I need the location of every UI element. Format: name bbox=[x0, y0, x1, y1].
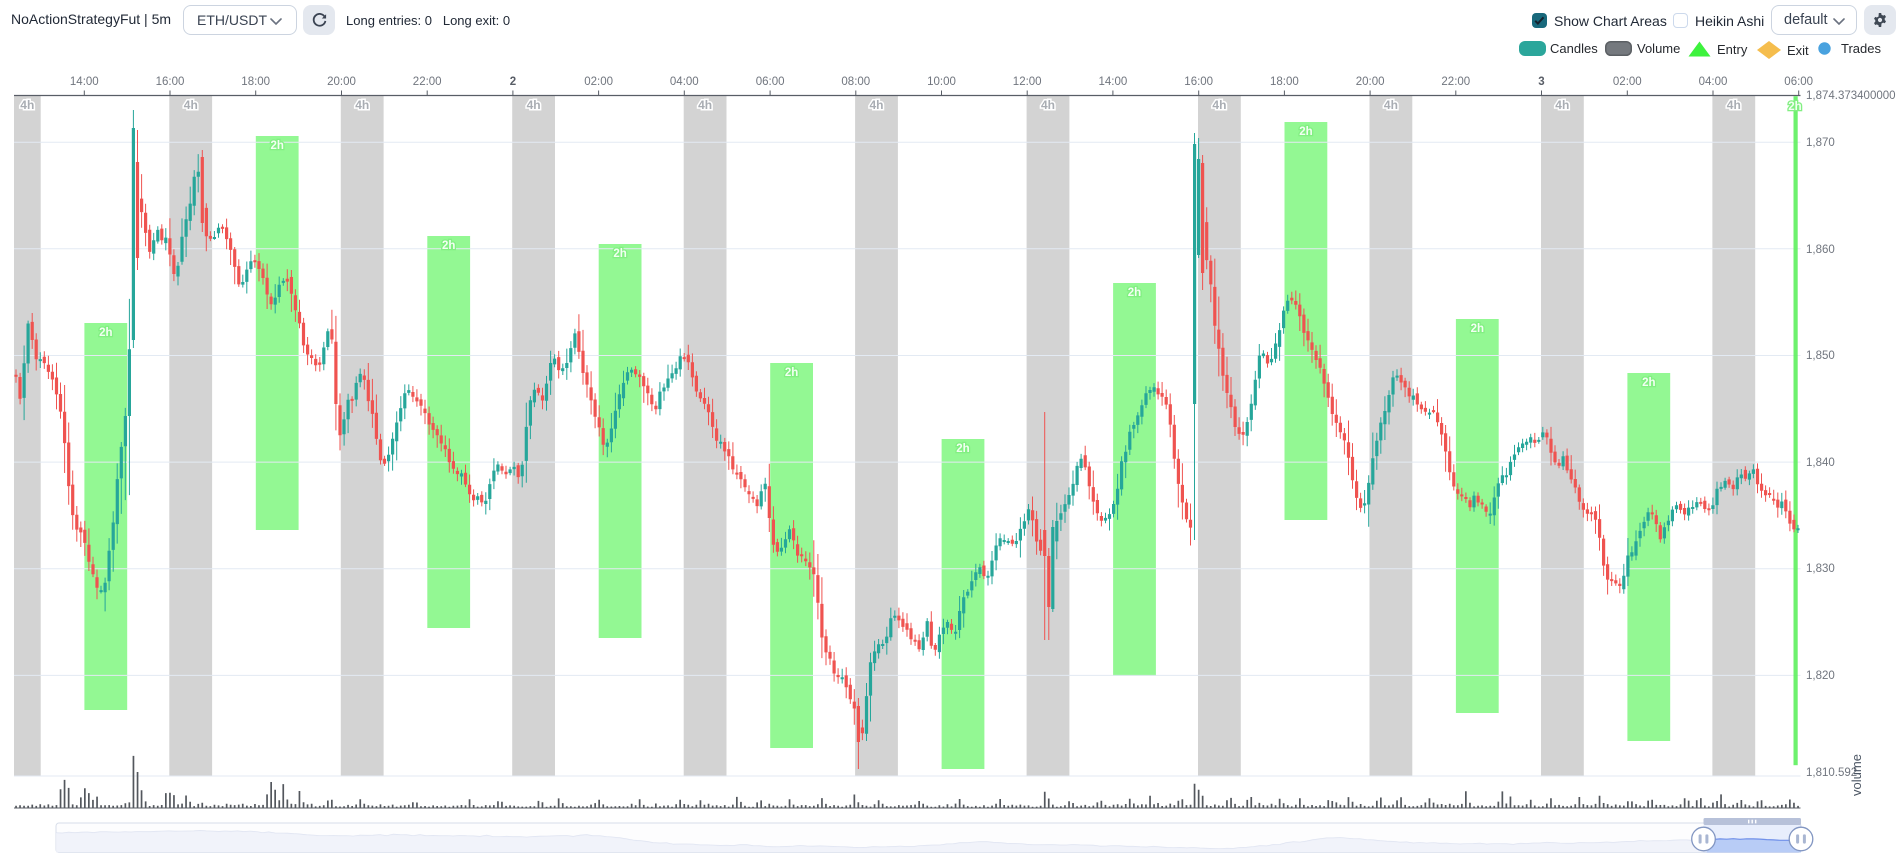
svg-text:4h: 4h bbox=[1727, 98, 1741, 112]
svg-text:4h: 4h bbox=[869, 98, 883, 112]
svg-text:4h: 4h bbox=[20, 98, 34, 112]
svg-text:20:00: 20:00 bbox=[327, 76, 356, 88]
svg-text:06:00: 06:00 bbox=[756, 76, 785, 88]
svg-text:04:00: 04:00 bbox=[1699, 76, 1728, 88]
svg-text:14:00: 14:00 bbox=[70, 76, 99, 88]
svg-text:02:00: 02:00 bbox=[1613, 76, 1642, 88]
svg-text:04:00: 04:00 bbox=[670, 76, 699, 88]
svg-text:2h: 2h bbox=[1788, 101, 1801, 113]
svg-text:4h: 4h bbox=[355, 98, 369, 112]
svg-text:22:00: 22:00 bbox=[413, 76, 442, 88]
svg-text:18:00: 18:00 bbox=[1270, 76, 1299, 88]
svg-text:1,860: 1,860 bbox=[1806, 244, 1835, 256]
svg-text:4h: 4h bbox=[698, 98, 712, 112]
svg-text:1,810.592: 1,810.592 bbox=[1806, 767, 1857, 779]
svg-text:2h: 2h bbox=[1642, 377, 1655, 389]
svg-text:4h: 4h bbox=[1041, 98, 1055, 112]
svg-text:1,820: 1,820 bbox=[1806, 670, 1835, 682]
svg-text:1,870: 1,870 bbox=[1806, 137, 1835, 149]
svg-text:08:00: 08:00 bbox=[841, 76, 870, 88]
svg-text:06:00: 06:00 bbox=[1784, 76, 1813, 88]
svg-text:20:00: 20:00 bbox=[1356, 76, 1385, 88]
svg-text:2h: 2h bbox=[1471, 323, 1484, 335]
svg-text:3: 3 bbox=[1538, 76, 1544, 88]
svg-text:2h: 2h bbox=[1128, 287, 1141, 299]
svg-text:4h: 4h bbox=[184, 98, 198, 112]
svg-text:14:00: 14:00 bbox=[1099, 76, 1128, 88]
svg-text:2h: 2h bbox=[270, 140, 283, 152]
svg-text:10:00: 10:00 bbox=[927, 76, 956, 88]
svg-text:2h: 2h bbox=[785, 367, 798, 379]
svg-text:4h: 4h bbox=[527, 98, 541, 112]
svg-text:2h: 2h bbox=[442, 240, 455, 252]
svg-text:1,850: 1,850 bbox=[1806, 350, 1835, 362]
svg-text:1,840: 1,840 bbox=[1806, 457, 1835, 469]
svg-text:4h: 4h bbox=[1555, 98, 1569, 112]
svg-text:2h: 2h bbox=[1299, 126, 1312, 138]
svg-text:22:00: 22:00 bbox=[1441, 76, 1470, 88]
svg-text:1,874.373400000: 1,874.373400000 bbox=[1806, 90, 1896, 102]
svg-text:2h: 2h bbox=[99, 327, 112, 339]
svg-text:2: 2 bbox=[510, 76, 516, 88]
svg-text:16:00: 16:00 bbox=[1184, 76, 1213, 88]
svg-text:4h: 4h bbox=[1212, 98, 1226, 112]
svg-text:2h: 2h bbox=[956, 443, 969, 455]
svg-text:1,830: 1,830 bbox=[1806, 563, 1835, 575]
svg-text:4h: 4h bbox=[1384, 98, 1398, 112]
svg-text:02:00: 02:00 bbox=[584, 76, 613, 88]
svg-text:16:00: 16:00 bbox=[156, 76, 185, 88]
svg-text:volume: volume bbox=[1849, 754, 1864, 796]
svg-text:18:00: 18:00 bbox=[241, 76, 270, 88]
svg-text:2h: 2h bbox=[613, 248, 626, 260]
svg-text:12:00: 12:00 bbox=[1013, 76, 1042, 88]
